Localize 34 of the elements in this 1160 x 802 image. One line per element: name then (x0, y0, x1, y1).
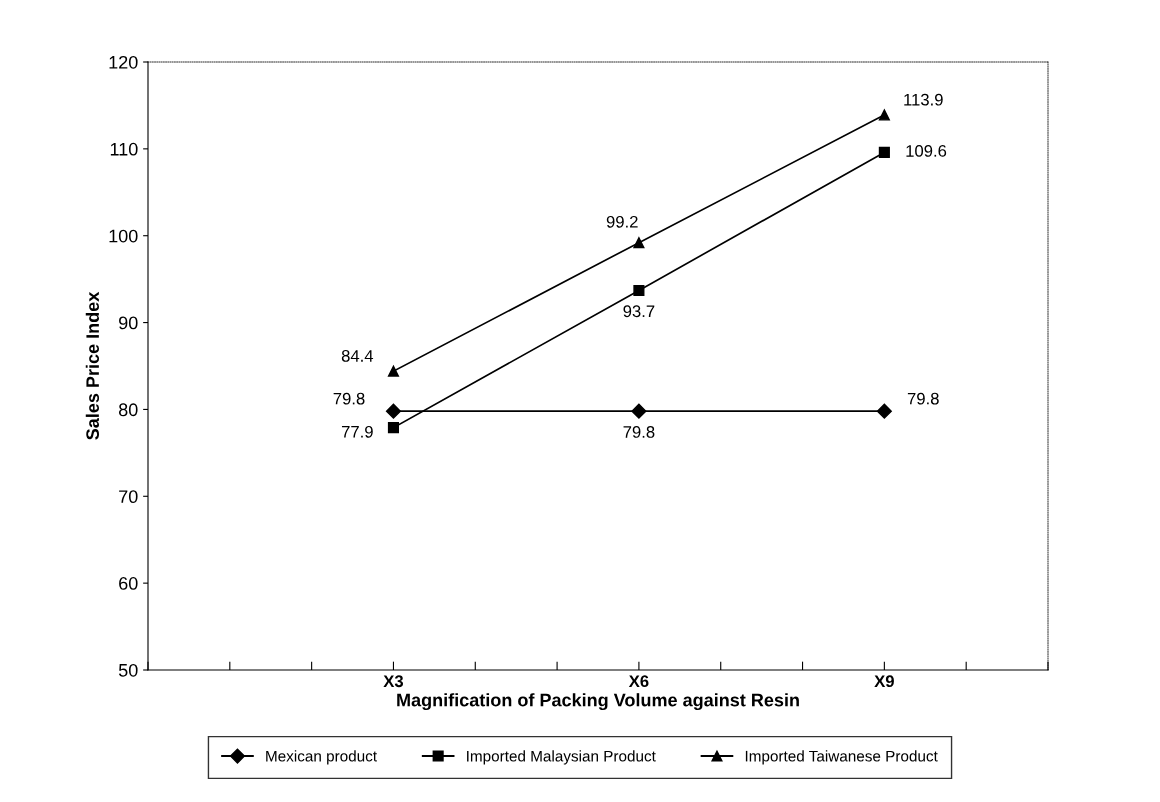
data-label: 84.4 (341, 349, 374, 362)
point (878, 146, 890, 158)
y-tick-label: 80 (118, 403, 138, 417)
y-tick-label: 120 (109, 55, 138, 69)
point (878, 109, 890, 121)
data-label: 93.7 (623, 305, 655, 318)
data-label: 79.8 (907, 392, 939, 405)
point (631, 403, 647, 419)
data-label: 79.8 (333, 392, 365, 405)
y-tick-label: 60 (119, 577, 138, 590)
y-tick-label: 70 (119, 490, 138, 504)
point (876, 403, 892, 419)
x-axis-title: Magnification of Packing Volume against Resin (397, 693, 799, 711)
legend-label: Imported Taiwanese Product (745, 750, 938, 765)
point (385, 403, 402, 419)
x-tick-label: X9 (874, 675, 894, 688)
point (633, 237, 645, 249)
point (387, 422, 400, 434)
y-tick-label: 100 (109, 229, 138, 243)
data-label: 109.6 (906, 145, 947, 157)
data-label: 113.9 (904, 93, 943, 106)
point (633, 284, 645, 296)
y-tick-label: 90 (119, 316, 138, 330)
y-axis-title: Sales Price Index (85, 291, 100, 440)
y-tick-label: 110 (110, 142, 138, 156)
x-tick-label: X3 (383, 675, 404, 688)
point (387, 365, 400, 377)
legend-label: Mexican product (266, 750, 377, 765)
x-tick-label: X6 (628, 675, 649, 688)
data-label: 79.8 (623, 426, 655, 438)
y-tick-label: 50 (118, 663, 138, 677)
data-label: 99.2 (606, 215, 638, 228)
legend-label: Imported Malaysian Product (467, 750, 656, 765)
data-label: 77.9 (341, 425, 373, 438)
